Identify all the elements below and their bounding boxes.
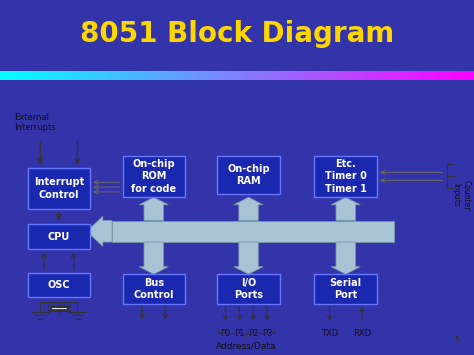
FancyArrow shape xyxy=(139,197,168,220)
FancyBboxPatch shape xyxy=(27,224,90,250)
Text: TXD: TXD xyxy=(321,329,338,338)
FancyBboxPatch shape xyxy=(314,155,377,197)
Text: 5: 5 xyxy=(454,336,459,345)
Text: On-chip
ROM
for code: On-chip ROM for code xyxy=(131,159,176,194)
FancyArrow shape xyxy=(331,197,360,220)
Text: External
Interrupts: External Interrupts xyxy=(14,113,55,132)
FancyArrow shape xyxy=(331,242,360,274)
FancyBboxPatch shape xyxy=(122,155,185,197)
Bar xyxy=(51,307,67,310)
Text: Bus
Control: Bus Control xyxy=(134,278,174,300)
FancyBboxPatch shape xyxy=(218,274,280,304)
Text: Address/Data: Address/Data xyxy=(216,341,276,350)
Text: Counter
Inputs: Counter Inputs xyxy=(452,180,471,211)
FancyArrow shape xyxy=(234,197,263,220)
Text: Interrupt
Control: Interrupt Control xyxy=(34,177,84,200)
Text: On-chip
RAM: On-chip RAM xyxy=(227,164,270,186)
Text: OSC: OSC xyxy=(47,280,70,290)
Text: 8051 Block Diagram: 8051 Block Diagram xyxy=(80,20,394,48)
Text: CPU: CPU xyxy=(48,232,70,242)
Text: P1: P1 xyxy=(234,329,245,338)
FancyArrow shape xyxy=(234,242,263,274)
FancyBboxPatch shape xyxy=(122,274,185,304)
FancyBboxPatch shape xyxy=(27,273,90,297)
FancyBboxPatch shape xyxy=(27,168,90,209)
FancyArrow shape xyxy=(87,216,112,246)
FancyArrow shape xyxy=(139,242,168,274)
Text: P3: P3 xyxy=(262,329,273,338)
FancyBboxPatch shape xyxy=(314,274,377,304)
FancyBboxPatch shape xyxy=(218,155,280,195)
Text: Serial
Port: Serial Port xyxy=(329,278,362,300)
Text: I/O
Ports: I/O Ports xyxy=(234,278,263,300)
Text: P0: P0 xyxy=(220,329,231,338)
Text: Etc.
Timer 0
Timer 1: Etc. Timer 0 Timer 1 xyxy=(325,159,367,194)
Text: RXD: RXD xyxy=(353,329,371,338)
Bar xyxy=(112,220,394,242)
Text: P2: P2 xyxy=(248,329,258,338)
